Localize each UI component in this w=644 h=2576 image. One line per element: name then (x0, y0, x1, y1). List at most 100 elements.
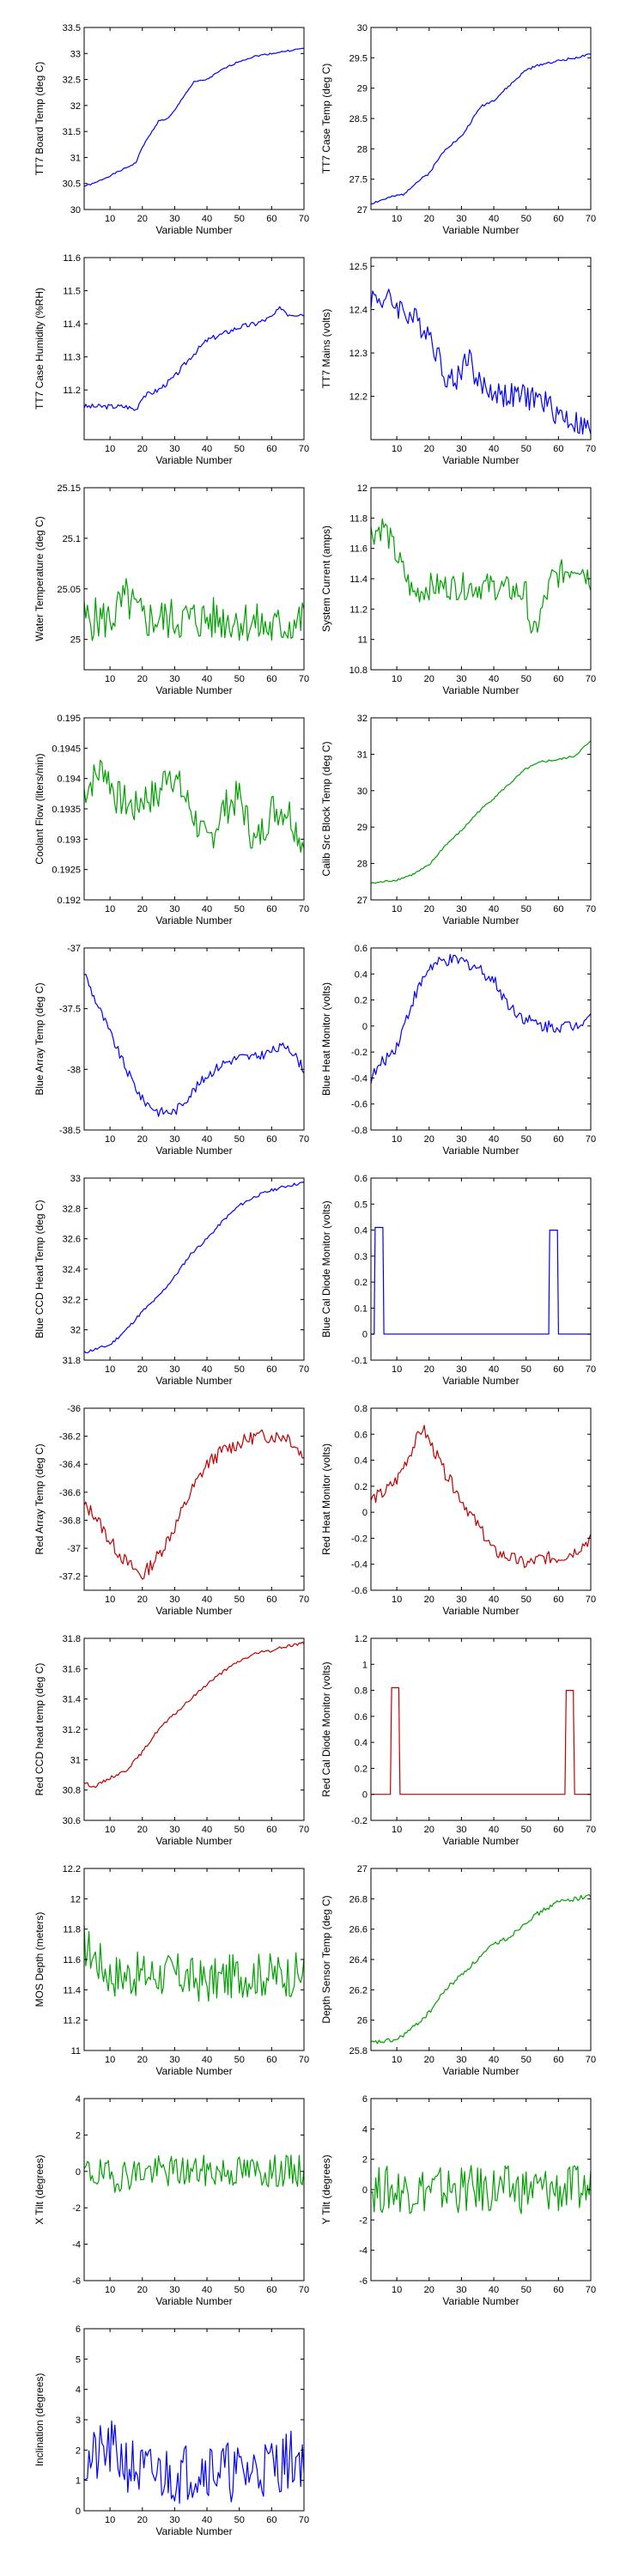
y-tick-label: 30 (357, 23, 368, 33)
y-tick-label: 0.193 (57, 835, 81, 845)
y-tick-label: 0.6 (355, 1712, 368, 1722)
y-tick-label: 31 (70, 1755, 81, 1765)
x-tick-label: 50 (234, 2515, 245, 2525)
y-axis-label: X Tilt (degrees) (33, 2154, 46, 2224)
y-tick-label: 11 (71, 2046, 81, 2057)
x-tick-label: 30 (456, 2285, 466, 2295)
y-tick-label: -37 (67, 944, 81, 954)
y-tick-label: 0.4 (355, 1226, 368, 1236)
y-tick-label: 28 (357, 860, 368, 870)
axes-frame (83, 1407, 305, 1591)
series-line (83, 306, 305, 411)
y-axis-label: Water Temperature (deg C) (33, 516, 46, 641)
y-tick-label: 11.4 (63, 319, 81, 330)
x-tick-label: 50 (234, 1134, 245, 1145)
y-axis-label: TT7 Case Temp (deg C) (320, 64, 332, 174)
x-tick-label: 20 (137, 1364, 148, 1375)
x-tick-label: 20 (137, 904, 148, 914)
chart-panel: 10 20 30 40 50 60 70 11 11.2 11.4 11.6 11.8 12 12.2 Va… (33, 1864, 309, 2077)
chart-panel: 10 20 30 40 50 60 70 0 1 2 3 4 5 6 Variable Number Incl… (33, 2324, 309, 2537)
y-tick-label: 32.8 (63, 1204, 81, 1214)
y-tick-label: 26.6 (349, 1925, 368, 1935)
y-tick-label: -38.5 (59, 1126, 81, 1136)
y-tick-label: 3 (76, 2415, 81, 2426)
x-tick-label: 40 (489, 2285, 499, 2295)
series-line (83, 1429, 305, 1580)
x-tick-label: 70 (586, 214, 596, 224)
x-tick-label: 60 (266, 2515, 276, 2525)
y-tick-label: 2 (76, 2445, 81, 2456)
series-line (370, 53, 592, 204)
y-tick-label: 11 (358, 635, 368, 646)
x-tick-label: 20 (137, 444, 148, 454)
y-tick-label: -37 (67, 1544, 81, 1554)
x-tick-label: 70 (299, 1825, 309, 1835)
x-tick-label: 20 (424, 1134, 434, 1145)
series-line (370, 289, 592, 434)
y-tick-label: 6 (362, 2094, 368, 2105)
y-tick-label: 11.2 (63, 2016, 81, 2026)
x-tick-label: 50 (521, 1134, 532, 1145)
axes-frame (83, 947, 305, 1131)
x-tick-label: 60 (266, 1364, 276, 1375)
y-tick-label: -0.8 (351, 1126, 368, 1136)
series-line (83, 1641, 305, 1789)
axes-frame (83, 487, 305, 671)
x-tick-label: 70 (586, 2285, 596, 2295)
x-tick-label: 10 (392, 674, 402, 684)
y-tick-label: 31 (70, 153, 81, 163)
x-tick-label: 50 (521, 2055, 532, 2065)
series-line (370, 1226, 592, 1335)
x-tick-label: 20 (137, 674, 148, 684)
y-tick-label: 31 (357, 750, 368, 760)
x-tick-label: 40 (489, 444, 499, 454)
x-tick-label: 60 (266, 1825, 276, 1835)
x-axis-label: Variable Number (442, 1145, 519, 1157)
x-tick-label: 40 (489, 674, 499, 684)
y-tick-label: 11.2 (63, 386, 81, 396)
x-axis-label: Variable Number (155, 224, 232, 236)
y-tick-label: 31.8 (63, 1634, 81, 1644)
x-tick-label: 40 (202, 1134, 212, 1145)
y-axis-label: Red Cal Diode Monitor (volts) (320, 1662, 332, 1796)
y-axis-label: Red CCD head temp (deg C) (33, 1663, 46, 1796)
x-tick-label: 60 (553, 904, 563, 914)
x-tick-label: 70 (299, 2515, 309, 2525)
y-tick-label: 32.2 (63, 1295, 81, 1305)
x-tick-label: 60 (266, 214, 276, 224)
y-tick-label: 28.5 (349, 114, 368, 125)
x-tick-label: 40 (202, 1364, 212, 1375)
x-tick-label: 20 (137, 1595, 148, 1605)
x-tick-label: 10 (392, 2285, 402, 2295)
y-tick-label: 0.2 (355, 1764, 368, 1774)
y-tick-label: -36.8 (59, 1516, 81, 1526)
x-tick-label: 30 (169, 2055, 179, 2065)
chart-panel: 10 20 30 40 50 60 70 -38.5 -38 -37.5 -37 Variable N… (33, 944, 309, 1157)
y-tick-label: 25.05 (57, 585, 81, 595)
x-tick-label: 10 (392, 904, 402, 914)
x-axis-label: Variable Number (442, 224, 519, 236)
y-axis-label: Blue Cal Diode Monitor (volts) (320, 1200, 332, 1337)
axes-frame (370, 1177, 592, 1361)
x-tick-label: 50 (234, 904, 245, 914)
y-tick-label: 27 (357, 896, 368, 906)
x-tick-label: 40 (489, 1134, 499, 1145)
x-tick-label: 30 (456, 1595, 466, 1605)
x-tick-label: 20 (137, 1825, 148, 1835)
x-tick-label: 20 (424, 1825, 434, 1835)
y-tick-label: 0.2 (355, 996, 368, 1006)
y-tick-label: -36.4 (59, 1460, 81, 1470)
y-tick-label: -36 (67, 1404, 81, 1414)
x-tick-label: 60 (553, 2285, 563, 2295)
axes-frame (83, 257, 305, 440)
y-tick-label: 32 (70, 101, 81, 112)
y-tick-label: 4 (76, 2385, 81, 2396)
x-tick-label: 40 (489, 904, 499, 914)
x-tick-label: 30 (456, 1364, 466, 1375)
x-tick-label: 70 (299, 2285, 309, 2295)
y-tick-label: 0.6 (355, 1174, 368, 1184)
y-tick-label: 0 (362, 2185, 368, 2196)
x-tick-label: 70 (299, 214, 309, 224)
x-tick-label: 40 (202, 2285, 212, 2295)
y-tick-label: 0.4 (355, 969, 368, 980)
